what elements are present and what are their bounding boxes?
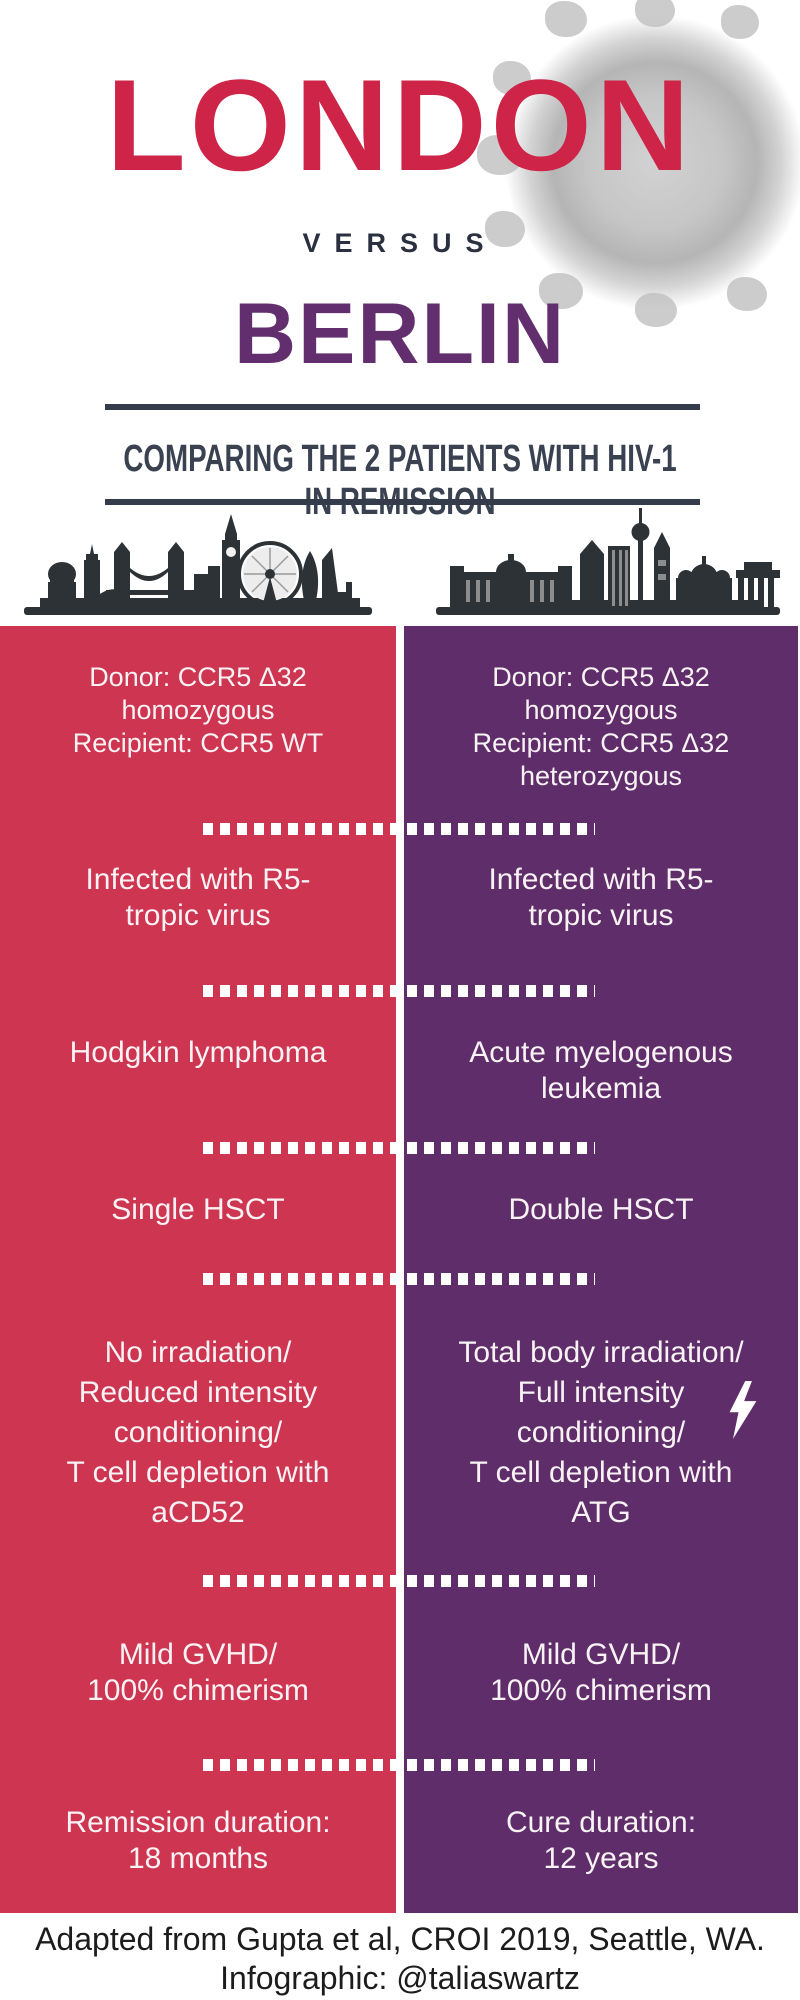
berlin-skyline-icon <box>432 508 784 620</box>
text-line: homozygous <box>121 695 275 725</box>
attribution-footer: Adapted from Gupta et al, CROI 2019, Sea… <box>0 1920 800 1998</box>
text-line: tropic virus <box>528 899 674 932</box>
text-line: Infected with R5- <box>85 863 311 896</box>
dotted-separator <box>203 985 595 997</box>
text-line: Recipient: CCR5 WT <box>72 728 324 758</box>
text-line: Single HSCT <box>111 1193 285 1226</box>
text-line: aCD52 <box>151 1496 245 1529</box>
text-line: Cure duration: <box>505 1806 697 1839</box>
text-line: 100% chimerism <box>87 1674 309 1707</box>
text-line: Mild GVHD/ <box>521 1638 681 1671</box>
bottom-divider-rule <box>105 499 700 505</box>
virus-spike-blob <box>727 277 767 311</box>
berlin-row-genotype: Donor: CCR5 Δ32 homozygous Recipient: CC… <box>404 661 798 793</box>
virus-spike-blob <box>539 273 583 309</box>
london-column <box>0 626 396 1913</box>
london-row-hsct: Single HSCT <box>0 1192 396 1228</box>
london-row-gvhd: Mild GVHD/ 100% chimerism <box>0 1637 396 1709</box>
text-line: 18 months <box>127 1842 269 1875</box>
text-line: Double HSCT <box>508 1193 694 1226</box>
london-row-conditioning: No irradiation/ Reduced intensity condit… <box>0 1333 396 1533</box>
virus-spike-blob <box>477 135 523 175</box>
text-line: Remission duration: <box>65 1806 331 1839</box>
page-title-london: LONDON <box>106 52 694 198</box>
text-line: Total body irradiation/ <box>458 1336 744 1369</box>
berlin-column <box>404 626 798 1913</box>
dotted-separator <box>203 1273 595 1285</box>
london-row-genotype: Donor: CCR5 Δ32 homozygous Recipient: CC… <box>0 661 396 760</box>
text-line: tropic virus <box>125 899 271 932</box>
text-line: No irradiation/ <box>104 1336 292 1369</box>
text-line: Donor: CCR5 Δ32 <box>492 662 710 692</box>
dotted-separator <box>203 1759 595 1771</box>
virus-spike-blob <box>493 61 531 95</box>
london-row-disease: Hodgkin lymphoma <box>0 1035 396 1071</box>
text-line: Acute myelogenous <box>469 1036 733 1069</box>
text-line: Infected with R5- <box>488 863 714 896</box>
virus-spike-blob <box>635 293 677 327</box>
text-line: conditioning/ <box>516 1416 686 1449</box>
text-line: Reduced intensity <box>78 1376 318 1409</box>
berlin-row-virus: Infected with R5- tropic virus <box>404 862 798 934</box>
versus-label: VERSUS <box>302 228 498 258</box>
dotted-separator <box>203 1575 595 1587</box>
credit-line: Infographic: @taliaswartz <box>220 1960 580 1996</box>
virus-spike-blob <box>721 5 759 39</box>
text-line: Recipient: CCR5 Δ32 <box>472 728 730 758</box>
london-row-virus: Infected with R5- tropic virus <box>0 862 396 934</box>
text-line: T cell depletion with <box>469 1456 733 1489</box>
hiv-virion-image <box>477 0 800 327</box>
berlin-row-disease: Acute myelogenous leukemia <box>404 1035 798 1107</box>
text-line: heterozygous <box>519 761 683 791</box>
text-line: 12 years <box>543 1842 659 1875</box>
top-divider-rule <box>105 404 700 410</box>
text-line: Hodgkin lymphoma <box>69 1036 327 1069</box>
dotted-separator <box>203 823 595 835</box>
virus-spike-blob <box>635 0 675 27</box>
text-line: Donor: CCR5 Δ32 <box>89 662 307 692</box>
berlin-row-hsct: Double HSCT <box>404 1192 798 1228</box>
berlin-row-duration: Cure duration: 12 years <box>404 1805 798 1877</box>
lightning-bolt-icon <box>729 1381 757 1439</box>
virus-core-circle <box>505 15 800 310</box>
text-line: T cell depletion with <box>66 1456 330 1489</box>
text-line: Full intensity <box>517 1376 685 1409</box>
virus-spike-blob <box>545 1 587 37</box>
text-line: ATG <box>571 1496 631 1529</box>
text-line: 100% chimerism <box>490 1674 712 1707</box>
virus-spike-blob <box>485 211 525 247</box>
berlin-row-conditioning: Total body irradiation/ Full intensity c… <box>404 1333 798 1533</box>
dotted-separator <box>203 1142 595 1154</box>
text-line: conditioning/ <box>113 1416 283 1449</box>
page-title-berlin: BERLIN <box>233 286 567 382</box>
text-line: homozygous <box>524 695 678 725</box>
text-line: Mild GVHD/ <box>118 1638 278 1671</box>
attribution-line: Adapted from Gupta et al, CROI 2019, Sea… <box>35 1921 765 1957</box>
text-line: leukemia <box>540 1072 662 1105</box>
berlin-row-gvhd: Mild GVHD/ 100% chimerism <box>404 1637 798 1709</box>
london-row-duration: Remission duration: 18 months <box>0 1805 396 1877</box>
london-skyline-icon <box>22 508 374 620</box>
